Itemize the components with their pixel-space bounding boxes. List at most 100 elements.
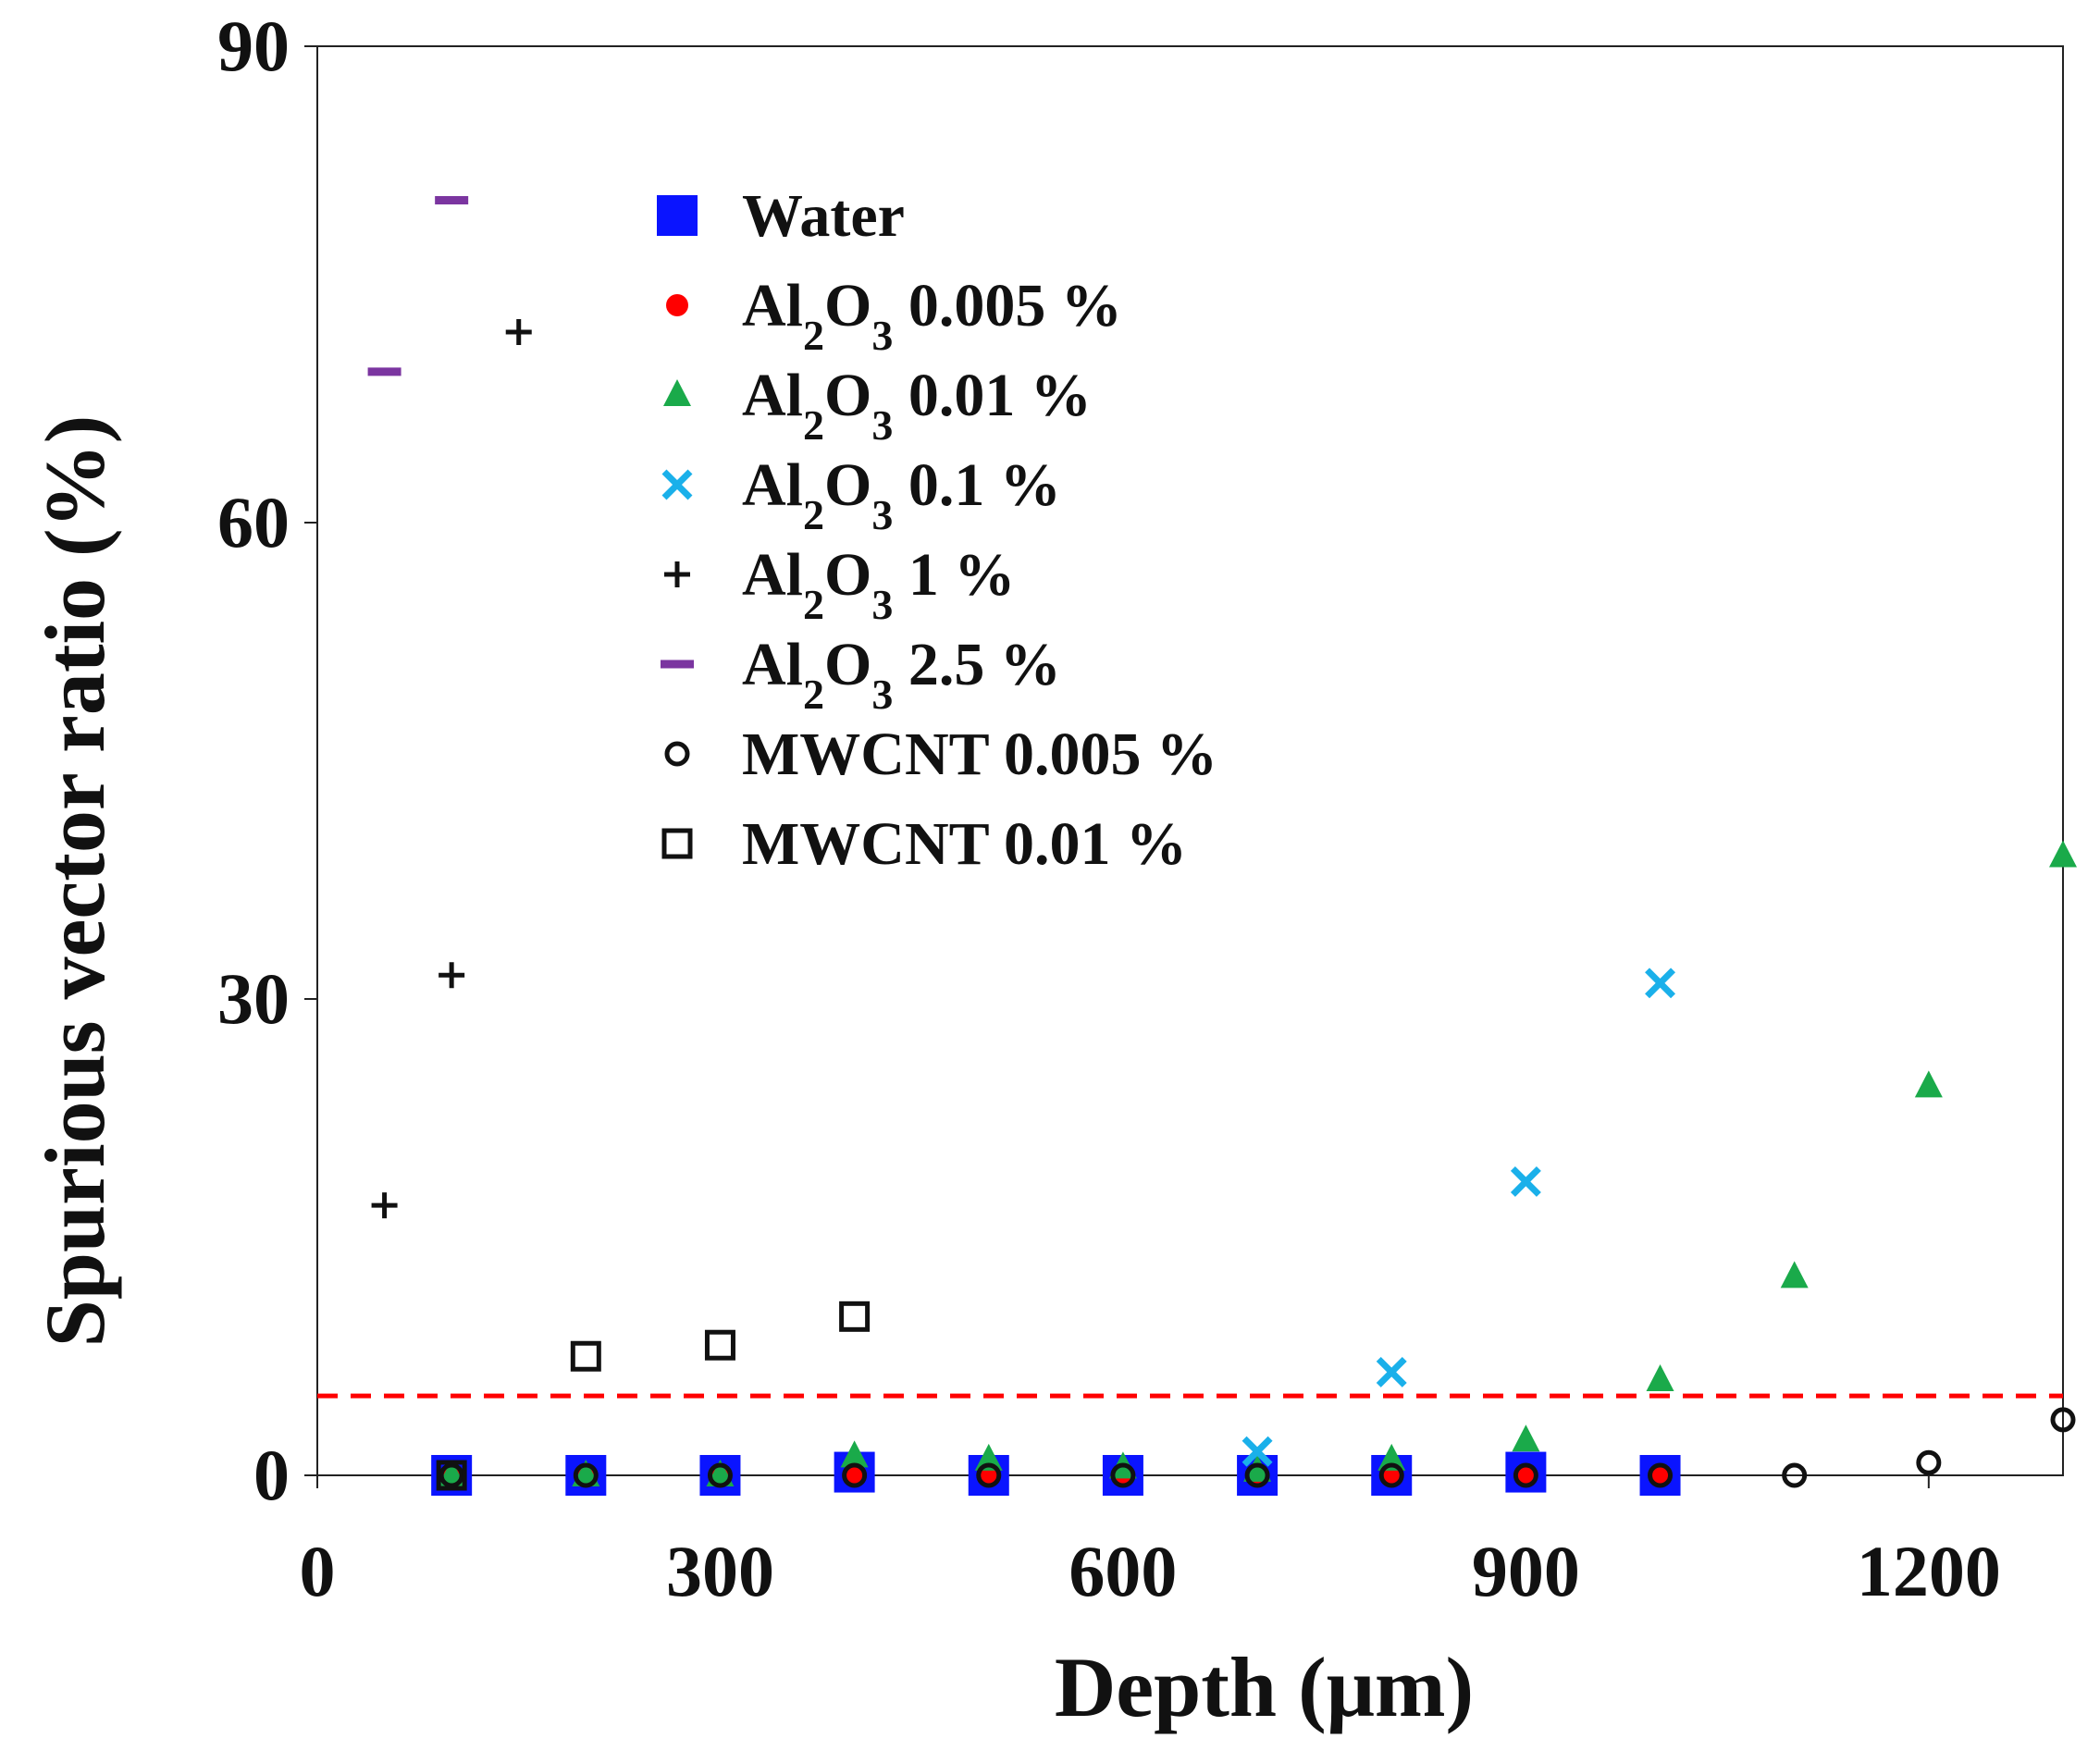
data-point [974, 1443, 1003, 1471]
legend-item: Al2O3 0.01 % [663, 362, 1092, 449]
legend-item: Al2O3 0.1 % [661, 451, 1061, 538]
data-point [843, 1464, 866, 1486]
legend-label: Al2O3 0.01 % [742, 362, 1092, 449]
data-point [1648, 1462, 1674, 1488]
legend-label-part: Al [742, 362, 803, 429]
legend-label-part: O [824, 541, 871, 609]
data-point [1110, 1462, 1136, 1488]
legend-label-part: Water [742, 182, 905, 250]
legend-marker-shape [661, 828, 693, 859]
data-point [505, 319, 532, 345]
data-marks [367, 196, 2077, 1496]
series-2 [438, 840, 2077, 1486]
legend-marker [661, 828, 693, 859]
data-point-shape [1914, 1070, 1943, 1098]
series-4 [371, 319, 532, 1219]
data-point-shape [974, 1443, 1003, 1471]
data-point-shape [570, 1340, 601, 1372]
data-point-stroke-b [1376, 1356, 1407, 1387]
legend-label: MWCNT 0.01 % [742, 810, 1187, 878]
data-point-shape [1514, 1464, 1538, 1486]
data-point [1378, 1462, 1404, 1488]
x-tick-label: 900 [1472, 1531, 1580, 1611]
legend-label-part: 3 [871, 491, 893, 538]
legend-label-part: 0.01 % [893, 362, 1092, 429]
x-tick-label: 300 [666, 1531, 774, 1611]
legend-label-part: 2 [803, 401, 824, 449]
data-point [570, 1340, 601, 1372]
legend-label-part: MWCNT 0.01 % [742, 810, 1187, 878]
data-point [707, 1462, 733, 1488]
legend-label-part: 3 [871, 671, 893, 718]
data-point [1377, 1443, 1406, 1471]
axis-labels: Depth (μm) Spurious vector ratio (%) [28, 415, 1474, 1734]
data-point [573, 1462, 599, 1488]
data-point [1513, 1462, 1538, 1488]
y-axis-title: Spurious vector ratio (%) [28, 415, 122, 1348]
data-point-stroke-b [1510, 1165, 1541, 1197]
legend-item: Al2O3 0.005 % [666, 272, 1122, 359]
legend-label-part: MWCNT 0.005 % [742, 721, 1217, 788]
x-tick-label: 0 [300, 1531, 336, 1611]
x-tick-label: 600 [1069, 1531, 1177, 1611]
plot-frame [316, 45, 2064, 1476]
legend-label-part: 0.1 % [893, 451, 1061, 519]
legend-item: Al2O3 2.5 % [661, 631, 1061, 718]
data-point [1512, 1424, 1540, 1452]
legend-label: MWCNT 0.005 % [742, 721, 1217, 788]
legend-marker-shape [663, 379, 691, 406]
legend-marker [664, 561, 690, 587]
data-point-shape [1513, 1462, 1538, 1488]
legend-label-part: Al [742, 451, 803, 519]
data-point [1241, 1436, 1273, 1467]
y-tick-label: 60 [217, 482, 290, 562]
data-point-shape [436, 1460, 467, 1491]
x-tick-label: 1200 [1857, 1531, 2001, 1611]
data-point [2049, 840, 2077, 868]
y-tick-label: 90 [217, 6, 290, 86]
data-point-shape [704, 1329, 735, 1361]
legend-label-part: 3 [871, 312, 893, 359]
data-point-shape [2050, 1407, 2076, 1433]
legend-label-part: 2 [803, 312, 824, 359]
data-point [839, 1301, 871, 1332]
data-point-shape [1649, 1464, 1672, 1486]
data-point [840, 1440, 869, 1468]
legend-marker-shape [657, 195, 698, 236]
data-point-shape [2049, 840, 2077, 868]
data-point [976, 1462, 1002, 1488]
data-point-shape [1782, 1462, 1808, 1488]
data-point [842, 1462, 868, 1488]
legend-item: Al2O3 1 % [664, 541, 1015, 628]
data-point [439, 962, 465, 989]
data-point-stroke-b [1241, 1436, 1273, 1467]
data-point [704, 1329, 735, 1361]
legend-item: MWCNT 0.01 % [661, 810, 1187, 878]
data-point [1645, 968, 1676, 999]
legend-marker [661, 469, 693, 500]
data-point-shape [842, 1462, 868, 1488]
legend-label-part: 2.5 % [893, 631, 1061, 698]
data-point-shape [1243, 1454, 1272, 1482]
legend-label-part: O [824, 631, 871, 698]
legend-marker [663, 379, 691, 406]
data-point-shape [843, 1464, 866, 1486]
legend-label-part: O [824, 362, 871, 429]
legend-label: Al2O3 0.005 % [742, 272, 1122, 359]
data-point-shape [840, 1440, 869, 1468]
data-point [371, 1192, 398, 1219]
legend-label: Water [742, 182, 905, 250]
data-point-shape [1244, 1462, 1270, 1488]
data-point [1780, 1261, 1809, 1288]
x-axis-title: Depth (μm) [1055, 1640, 1474, 1734]
data-point [1914, 1070, 1943, 1098]
legend-label-part: 3 [871, 581, 893, 628]
data-point-shape [1378, 1462, 1404, 1488]
series-6 [439, 1407, 2076, 1488]
legend-item: Water [657, 182, 905, 250]
legend-label-part: Al [742, 541, 803, 609]
series-3 [1241, 968, 1676, 1467]
